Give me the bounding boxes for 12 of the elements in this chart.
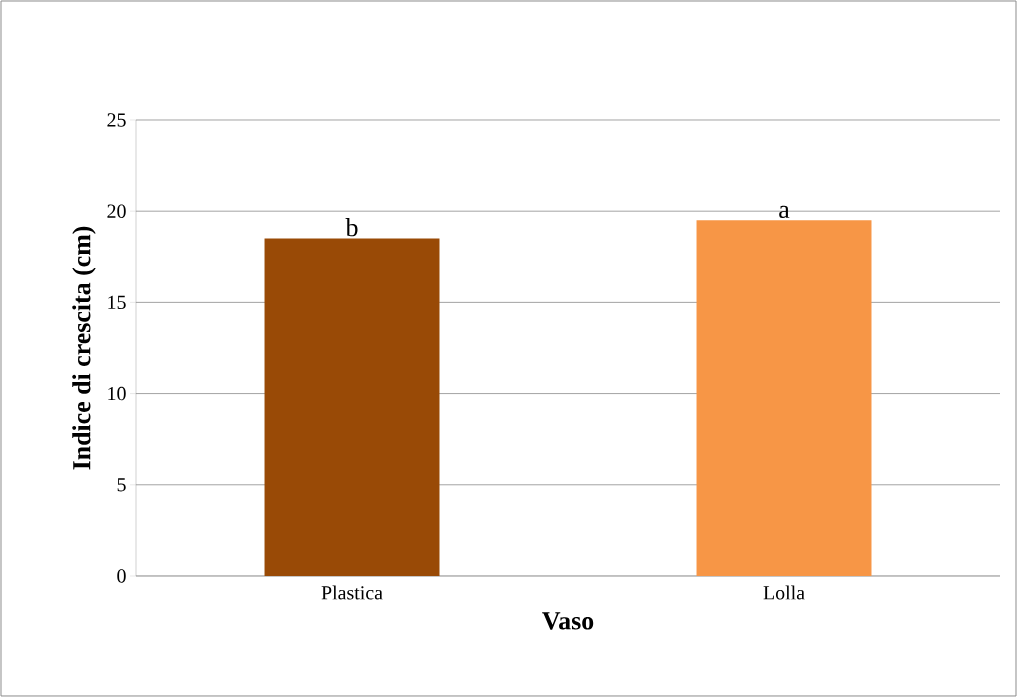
y-tick-label: 5 — [117, 478, 126, 492]
y-tick-label: 25 — [107, 113, 126, 127]
y-tick-label: 15 — [108, 295, 126, 310]
y-tick-label: 0 — [117, 569, 126, 583]
annotation: a — [779, 205, 790, 219]
annotation: b — [345, 218, 358, 237]
y-tick-label: 10 — [108, 386, 126, 401]
x-tick-label: Lolla — [763, 585, 805, 600]
x-tick-label: Plastica — [321, 585, 383, 600]
y-axis-title: Indice di crescita (cm) — [72, 226, 96, 470]
x-axis-title: Vaso — [542, 612, 594, 630]
y-tick-label: 20 — [107, 204, 126, 218]
